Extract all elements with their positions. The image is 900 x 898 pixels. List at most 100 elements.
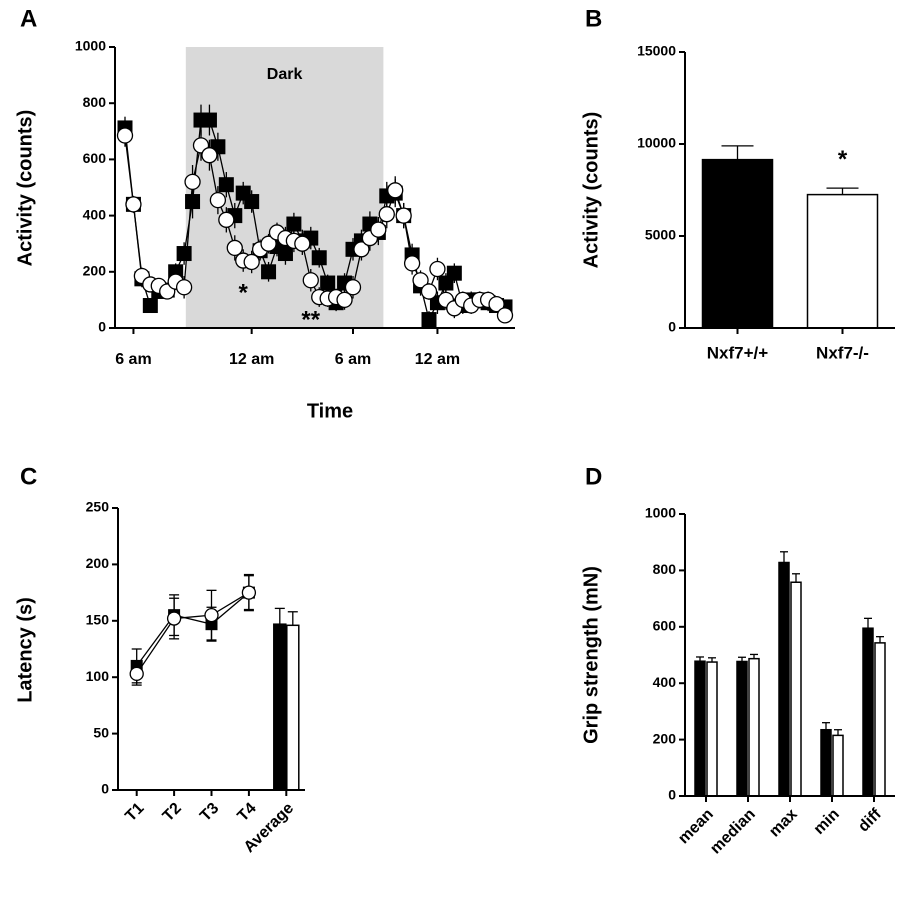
- marker: [166, 611, 182, 626]
- y-tick-label: 10000: [637, 135, 676, 151]
- marker: [429, 260, 446, 278]
- series-line: [136, 592, 250, 667]
- panel-letter: A: [20, 5, 37, 32]
- marker: [175, 279, 193, 296]
- panel-letter: C: [20, 463, 37, 490]
- series-line: [136, 592, 250, 675]
- x-axis-label: Time: [307, 400, 353, 422]
- marker: [201, 112, 217, 128]
- bar: [832, 734, 844, 797]
- y-tick-label: 5000: [645, 227, 676, 243]
- x-tick-label: Nxf7-/-: [816, 343, 869, 362]
- marker: [241, 585, 257, 600]
- x-tick-label: 12 am: [415, 351, 460, 368]
- marker: [421, 312, 437, 328]
- marker: [142, 298, 158, 314]
- marker: [370, 221, 387, 238]
- y-tick-label: 15000: [637, 43, 676, 59]
- bar: [273, 623, 287, 791]
- y-axis-label: Activity (counts): [14, 110, 36, 267]
- marker: [420, 283, 438, 300]
- x-tick-label: T4: [234, 800, 259, 825]
- marker: [261, 264, 277, 280]
- x-tick-label: T1: [122, 800, 147, 825]
- y-tick-label: 200: [83, 263, 107, 279]
- bar: [778, 561, 790, 797]
- y-tick-label: 400: [83, 206, 107, 222]
- bar: [748, 657, 760, 797]
- marker: [496, 307, 514, 324]
- marker: [446, 265, 462, 281]
- marker: [184, 173, 201, 191]
- annotation: *: [838, 146, 848, 173]
- x-tick-label: T3: [197, 800, 222, 825]
- marker: [125, 196, 142, 213]
- bar: [286, 624, 300, 791]
- panel-letter: D: [585, 463, 602, 490]
- marker: [218, 177, 234, 193]
- bar: [701, 158, 774, 329]
- marker: [344, 279, 362, 296]
- marker: [387, 182, 404, 199]
- y-tick-label: 50: [93, 724, 109, 740]
- marker: [260, 235, 277, 252]
- marker: [204, 608, 219, 623]
- annotation: **: [301, 306, 320, 333]
- bar: [862, 627, 874, 797]
- bar: [694, 660, 706, 797]
- bar: [874, 642, 886, 797]
- y-axis-label: Grip strength (mN): [580, 566, 602, 744]
- y-axis-label: Latency (s): [14, 597, 36, 703]
- y-tick-label: 200: [653, 730, 677, 746]
- x-tick-label: diff: [855, 805, 885, 835]
- marker: [311, 250, 327, 266]
- x-tick-label: median: [707, 806, 759, 858]
- y-tick-label: 0: [101, 781, 109, 797]
- y-tick-label: 0: [668, 319, 676, 335]
- marker: [129, 666, 144, 681]
- marker: [395, 207, 412, 224]
- marker: [403, 255, 421, 272]
- y-tick-label: 1000: [75, 38, 106, 54]
- marker: [243, 253, 260, 271]
- bar: [806, 193, 879, 329]
- marker: [488, 295, 505, 313]
- y-tick-label: 150: [86, 612, 110, 628]
- bar: [736, 660, 748, 797]
- y-tick-label: 0: [668, 787, 676, 803]
- marker: [294, 235, 311, 252]
- panel-letter: B: [585, 5, 602, 32]
- marker: [226, 239, 243, 257]
- x-tick-label: Nxf7+/+: [707, 343, 768, 362]
- marker: [218, 211, 235, 228]
- marker: [201, 147, 218, 164]
- marker: [412, 272, 429, 289]
- marker: [320, 275, 336, 291]
- y-tick-label: 250: [86, 499, 110, 515]
- x-tick-label: T2: [160, 800, 185, 825]
- x-tick-label: max: [766, 806, 801, 841]
- y-tick-label: 1000: [645, 505, 676, 521]
- y-tick-label: 100: [86, 668, 110, 684]
- marker: [353, 241, 370, 258]
- annotation: *: [239, 280, 249, 307]
- y-tick-label: 600: [83, 150, 107, 166]
- y-tick-label: 800: [83, 94, 107, 110]
- y-axis-label: Activity (counts): [580, 112, 602, 269]
- y-tick-label: 0: [98, 319, 106, 335]
- y-tick-label: 400: [653, 674, 677, 690]
- marker: [378, 206, 395, 223]
- bar: [790, 581, 802, 797]
- marker: [116, 127, 134, 144]
- marker: [286, 216, 302, 232]
- x-tick-label: 6 am: [115, 351, 151, 368]
- marker: [209, 191, 227, 209]
- marker: [244, 194, 260, 210]
- marker: [176, 246, 192, 262]
- x-tick-label: 6 am: [335, 351, 371, 368]
- y-tick-label: 800: [653, 561, 677, 577]
- y-tick-label: 600: [653, 618, 677, 634]
- marker: [336, 291, 353, 309]
- y-tick-label: 200: [86, 555, 110, 571]
